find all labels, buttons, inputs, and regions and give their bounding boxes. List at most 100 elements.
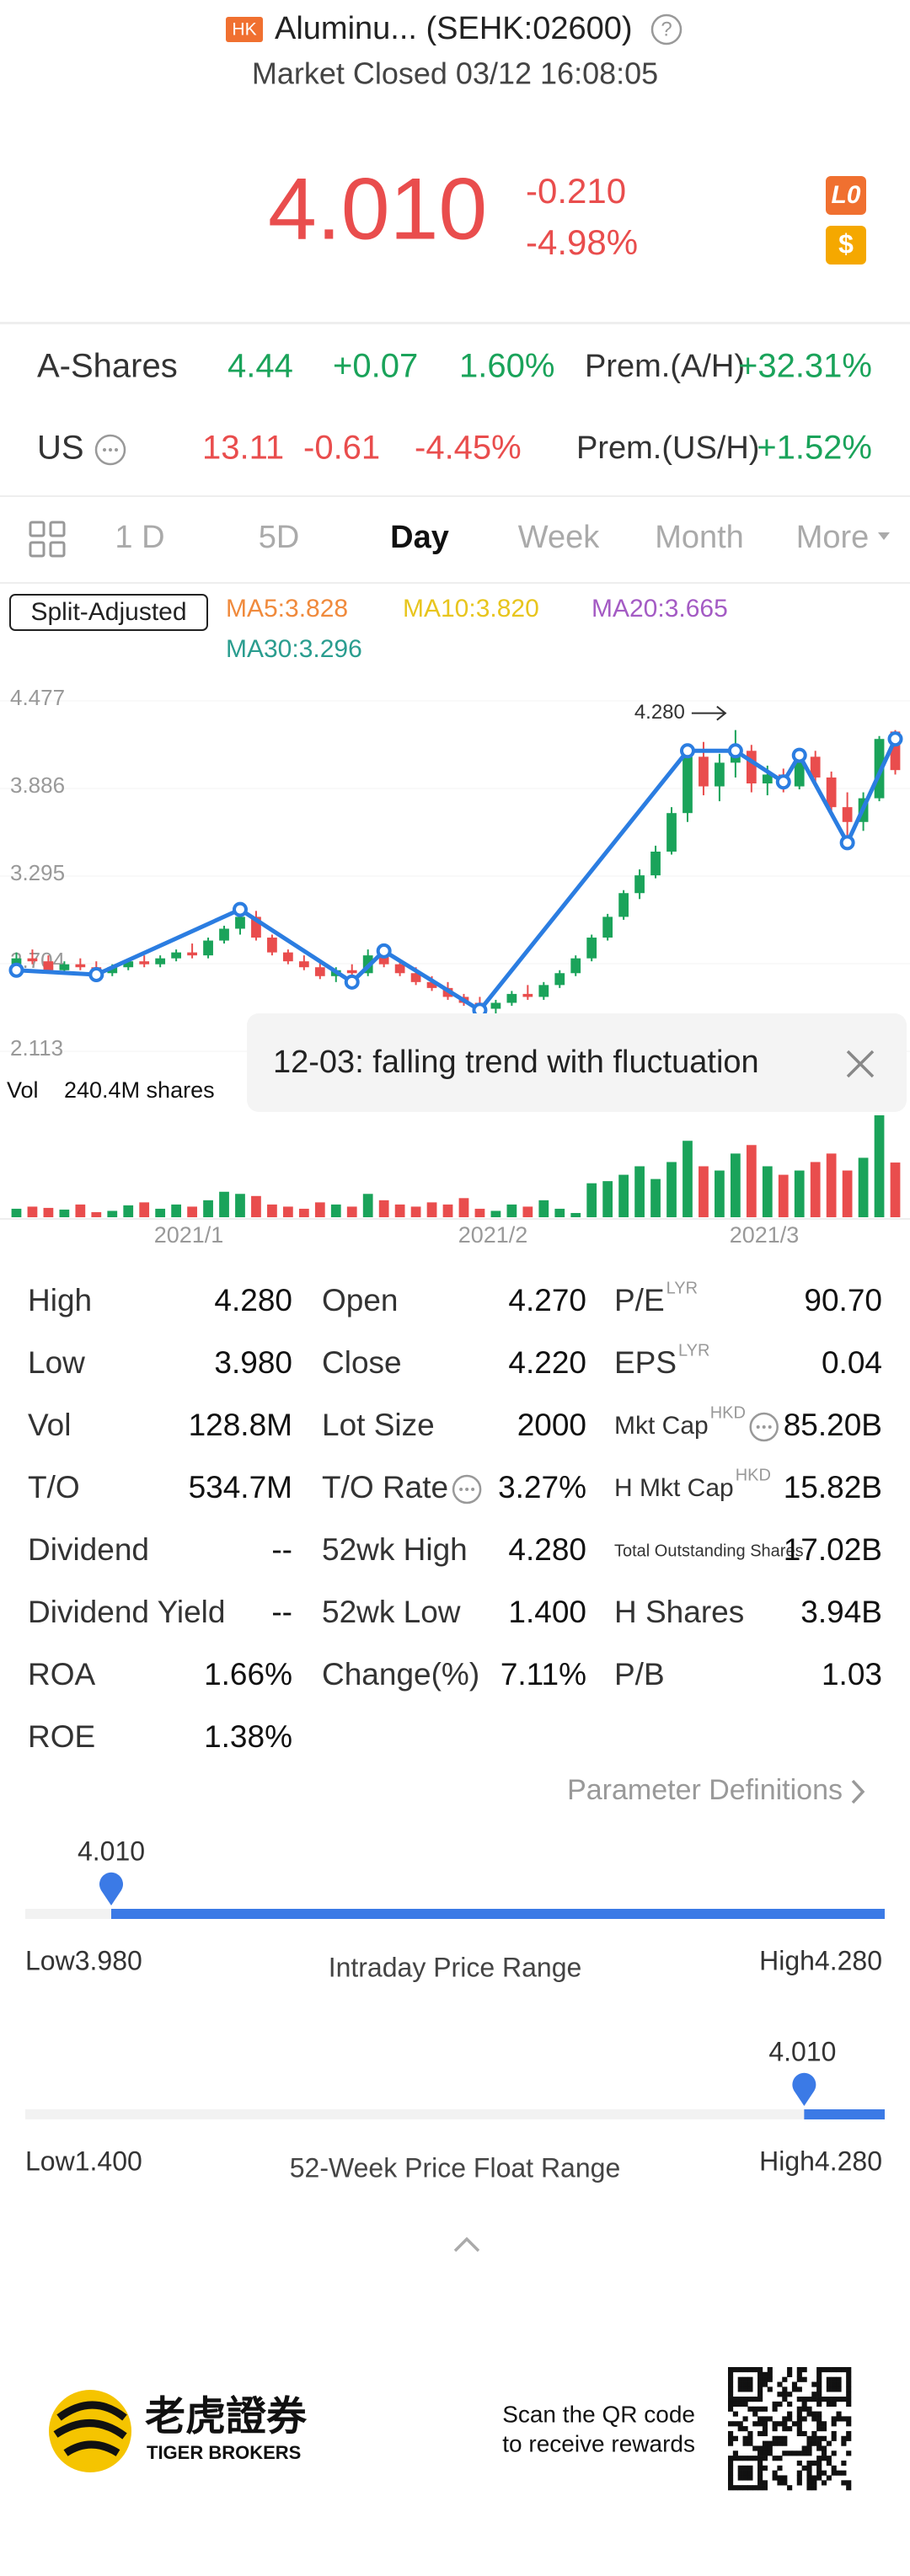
info-icon[interactable] (452, 1474, 482, 1504)
y-tick-label: 2.113 (10, 1035, 63, 1061)
qr-cell (787, 2392, 793, 2397)
qr-cell (762, 2485, 768, 2491)
qr-cell (752, 2411, 758, 2417)
qr-cell (747, 2456, 753, 2461)
volume-bar (267, 1204, 277, 1217)
volume-bar (458, 1198, 469, 1217)
candle-body (794, 756, 805, 787)
split-adjusted: Split-Adjusted (30, 598, 186, 626)
tab[interactable]: 1 D (115, 520, 164, 555)
help-icon[interactable] (650, 13, 682, 45)
qr-cell (806, 2411, 812, 2417)
tab[interactable]: Week (518, 520, 600, 555)
info-dot (115, 448, 118, 452)
qr-cell (782, 2421, 788, 2427)
qr-cell (732, 2397, 738, 2402)
qr-cell (772, 2456, 778, 2461)
volume-bar (251, 1195, 261, 1217)
info-icon[interactable] (94, 434, 126, 466)
collapse-caret[interactable] (453, 2237, 480, 2253)
info-dot (768, 1425, 772, 1429)
range-high: 4.280 (815, 2146, 882, 2176)
qr-cell (777, 2456, 783, 2461)
stat-label: Dividend (28, 1532, 149, 1567)
stat-value: 7.11% (500, 1657, 586, 1692)
info-dot (459, 1488, 463, 1491)
qr-cell (762, 2426, 768, 2432)
qr-cell (728, 2480, 734, 2486)
qr-cell (742, 2367, 748, 2373)
dollar-icon-bg (826, 226, 866, 265)
candle-body (810, 756, 821, 778)
qr-cell (728, 2435, 734, 2441)
candle-body (11, 958, 22, 965)
high-arrow (691, 705, 727, 721)
tab[interactable]: 5D (259, 520, 300, 555)
candle-body (426, 981, 437, 988)
info-dot (109, 448, 112, 452)
qr-cell (747, 2485, 753, 2491)
info-dot (762, 1425, 766, 1429)
qr-cell (846, 2376, 852, 2382)
qr-cell (816, 2475, 822, 2481)
qr-cell (826, 2367, 832, 2373)
param-link[interactable]: Parameter Definitions (567, 1774, 843, 1806)
stat-label: High (28, 1283, 92, 1317)
qr-cell (757, 2480, 763, 2486)
stat-value: 1.66% (204, 1657, 292, 1692)
qr-cell (728, 2485, 734, 2491)
qr-cell (752, 2445, 758, 2451)
info-dot (103, 448, 106, 452)
qr-cell (742, 2470, 748, 2476)
qr-cell (728, 2421, 734, 2427)
volume-bar (490, 1211, 501, 1217)
stat-value: 2000 (517, 1408, 586, 1442)
volume-bar (282, 1206, 293, 1217)
qr-cell (787, 2426, 793, 2432)
qr-cell (728, 2470, 734, 2476)
volume-bar (778, 1174, 789, 1217)
qr-cell (742, 2485, 748, 2491)
tooltip-close[interactable] (846, 1050, 875, 1078)
range-low: 3.980 (75, 1945, 142, 1975)
qr-cell (752, 2456, 758, 2461)
qr-cell (737, 2421, 743, 2427)
volume-bar (699, 1166, 709, 1217)
qr-cell (811, 2475, 817, 2481)
qr-cell (782, 2480, 788, 2486)
qr-cell (747, 2376, 753, 2382)
qr-cell (728, 2392, 734, 2397)
price-change: -0.210 (526, 171, 626, 211)
candle-body (826, 777, 837, 808)
tab[interactable]: Day (390, 520, 449, 555)
trend-point (8, 962, 24, 978)
trend-line (16, 738, 897, 1013)
tab[interactable]: More (796, 520, 870, 555)
info-icon[interactable] (749, 1412, 779, 1442)
qr-cell (831, 2376, 837, 2382)
split-adjusted-badge[interactable] (9, 594, 208, 631)
tab[interactable]: Month (655, 520, 744, 555)
qr-cell (742, 2376, 748, 2382)
stat-value: 17.02B (784, 1532, 882, 1567)
qr-cell (816, 2371, 822, 2377)
qr-cell (846, 2386, 852, 2392)
qr-cell (831, 2401, 837, 2408)
qr-cell (811, 2392, 817, 2397)
qr-cell (772, 2401, 778, 2408)
scan-text: Scan the QR code (502, 2401, 695, 2427)
trend-point (839, 835, 855, 851)
price: 4.010 (268, 160, 487, 258)
stat-value: 85.20B (784, 1408, 882, 1442)
volume-bar (11, 1208, 22, 1217)
candle-body (139, 961, 150, 965)
qr-cell (801, 2450, 807, 2456)
qr-cell (791, 2450, 798, 2456)
layout-icon[interactable] (29, 521, 66, 558)
qr-cell (846, 2485, 852, 2491)
dollar-icon: $ (838, 228, 854, 259)
volume-bar (890, 1162, 901, 1217)
qr-cell (732, 2456, 738, 2461)
qr-cell (728, 2465, 734, 2471)
qr-cell (757, 2475, 763, 2481)
